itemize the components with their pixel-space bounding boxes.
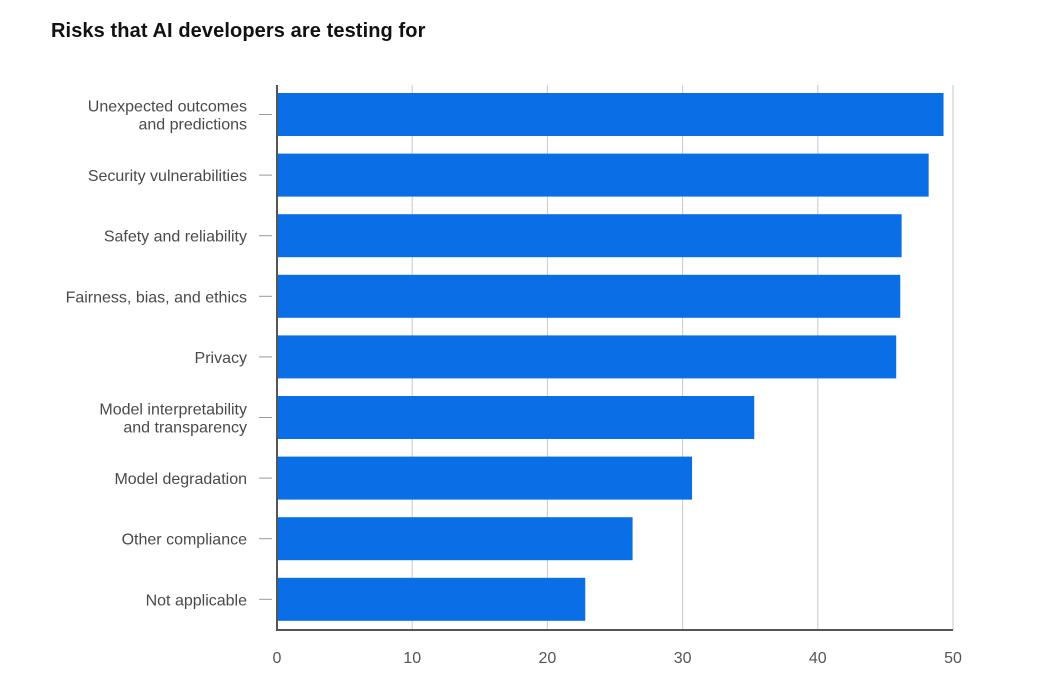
category-label-line: and transparency xyxy=(123,420,247,437)
category-label-line: Fairness, bias, and ethics xyxy=(66,289,247,306)
category-label-1: Security vulnerabilities xyxy=(88,168,247,185)
axes xyxy=(259,85,953,631)
bar-5 xyxy=(277,396,755,439)
bar-2 xyxy=(277,214,902,258)
category-label-4: Privacy xyxy=(195,350,247,367)
category-label-5: Model interpretability and transparency xyxy=(99,402,247,437)
category-label-8: Not applicable xyxy=(146,592,248,609)
bar-7 xyxy=(277,517,633,561)
x-tick-labels: 0 10 20 30 40 50 xyxy=(273,650,962,667)
x-tick-label-40: 40 xyxy=(809,650,827,667)
x-tick-label-10: 10 xyxy=(403,650,421,667)
category-label-0: Unexpected outcomes and predictions xyxy=(88,99,247,134)
category-label-line: Security vulnerabilities xyxy=(88,168,247,185)
bar-1 xyxy=(277,153,929,197)
x-tick-label-50: 50 xyxy=(944,650,962,667)
x-tick-label-0: 0 xyxy=(273,650,282,667)
category-label-line: Not applicable xyxy=(146,592,248,609)
x-tick-label-20: 20 xyxy=(539,650,557,667)
bar-8 xyxy=(277,577,586,621)
bar-6 xyxy=(277,456,693,500)
category-label-6: Model degradation xyxy=(114,471,247,488)
bars xyxy=(277,93,944,621)
chart-title: Risks that AI developers are testing for xyxy=(51,20,426,42)
category-label-line: Other compliance xyxy=(122,532,247,549)
category-label-line: Model interpretability xyxy=(99,402,247,419)
bar-4 xyxy=(277,335,897,379)
bar-0 xyxy=(277,93,944,136)
category-label-line: Unexpected outcomes xyxy=(88,99,247,116)
category-label-3: Fairness, bias, and ethics xyxy=(66,289,247,306)
x-tick-label-30: 30 xyxy=(674,650,692,667)
bar-3 xyxy=(277,274,901,318)
category-label-7: Other compliance xyxy=(122,532,247,549)
category-label-line: Model degradation xyxy=(114,471,247,488)
category-label-line: Safety and reliability xyxy=(104,229,247,246)
category-label-line: and predictions xyxy=(138,117,247,134)
category-label-2: Safety and reliability xyxy=(104,229,247,246)
category-label-line: Privacy xyxy=(195,350,247,367)
category-labels: Unexpected outcomes and predictions Securi… xyxy=(66,99,248,610)
